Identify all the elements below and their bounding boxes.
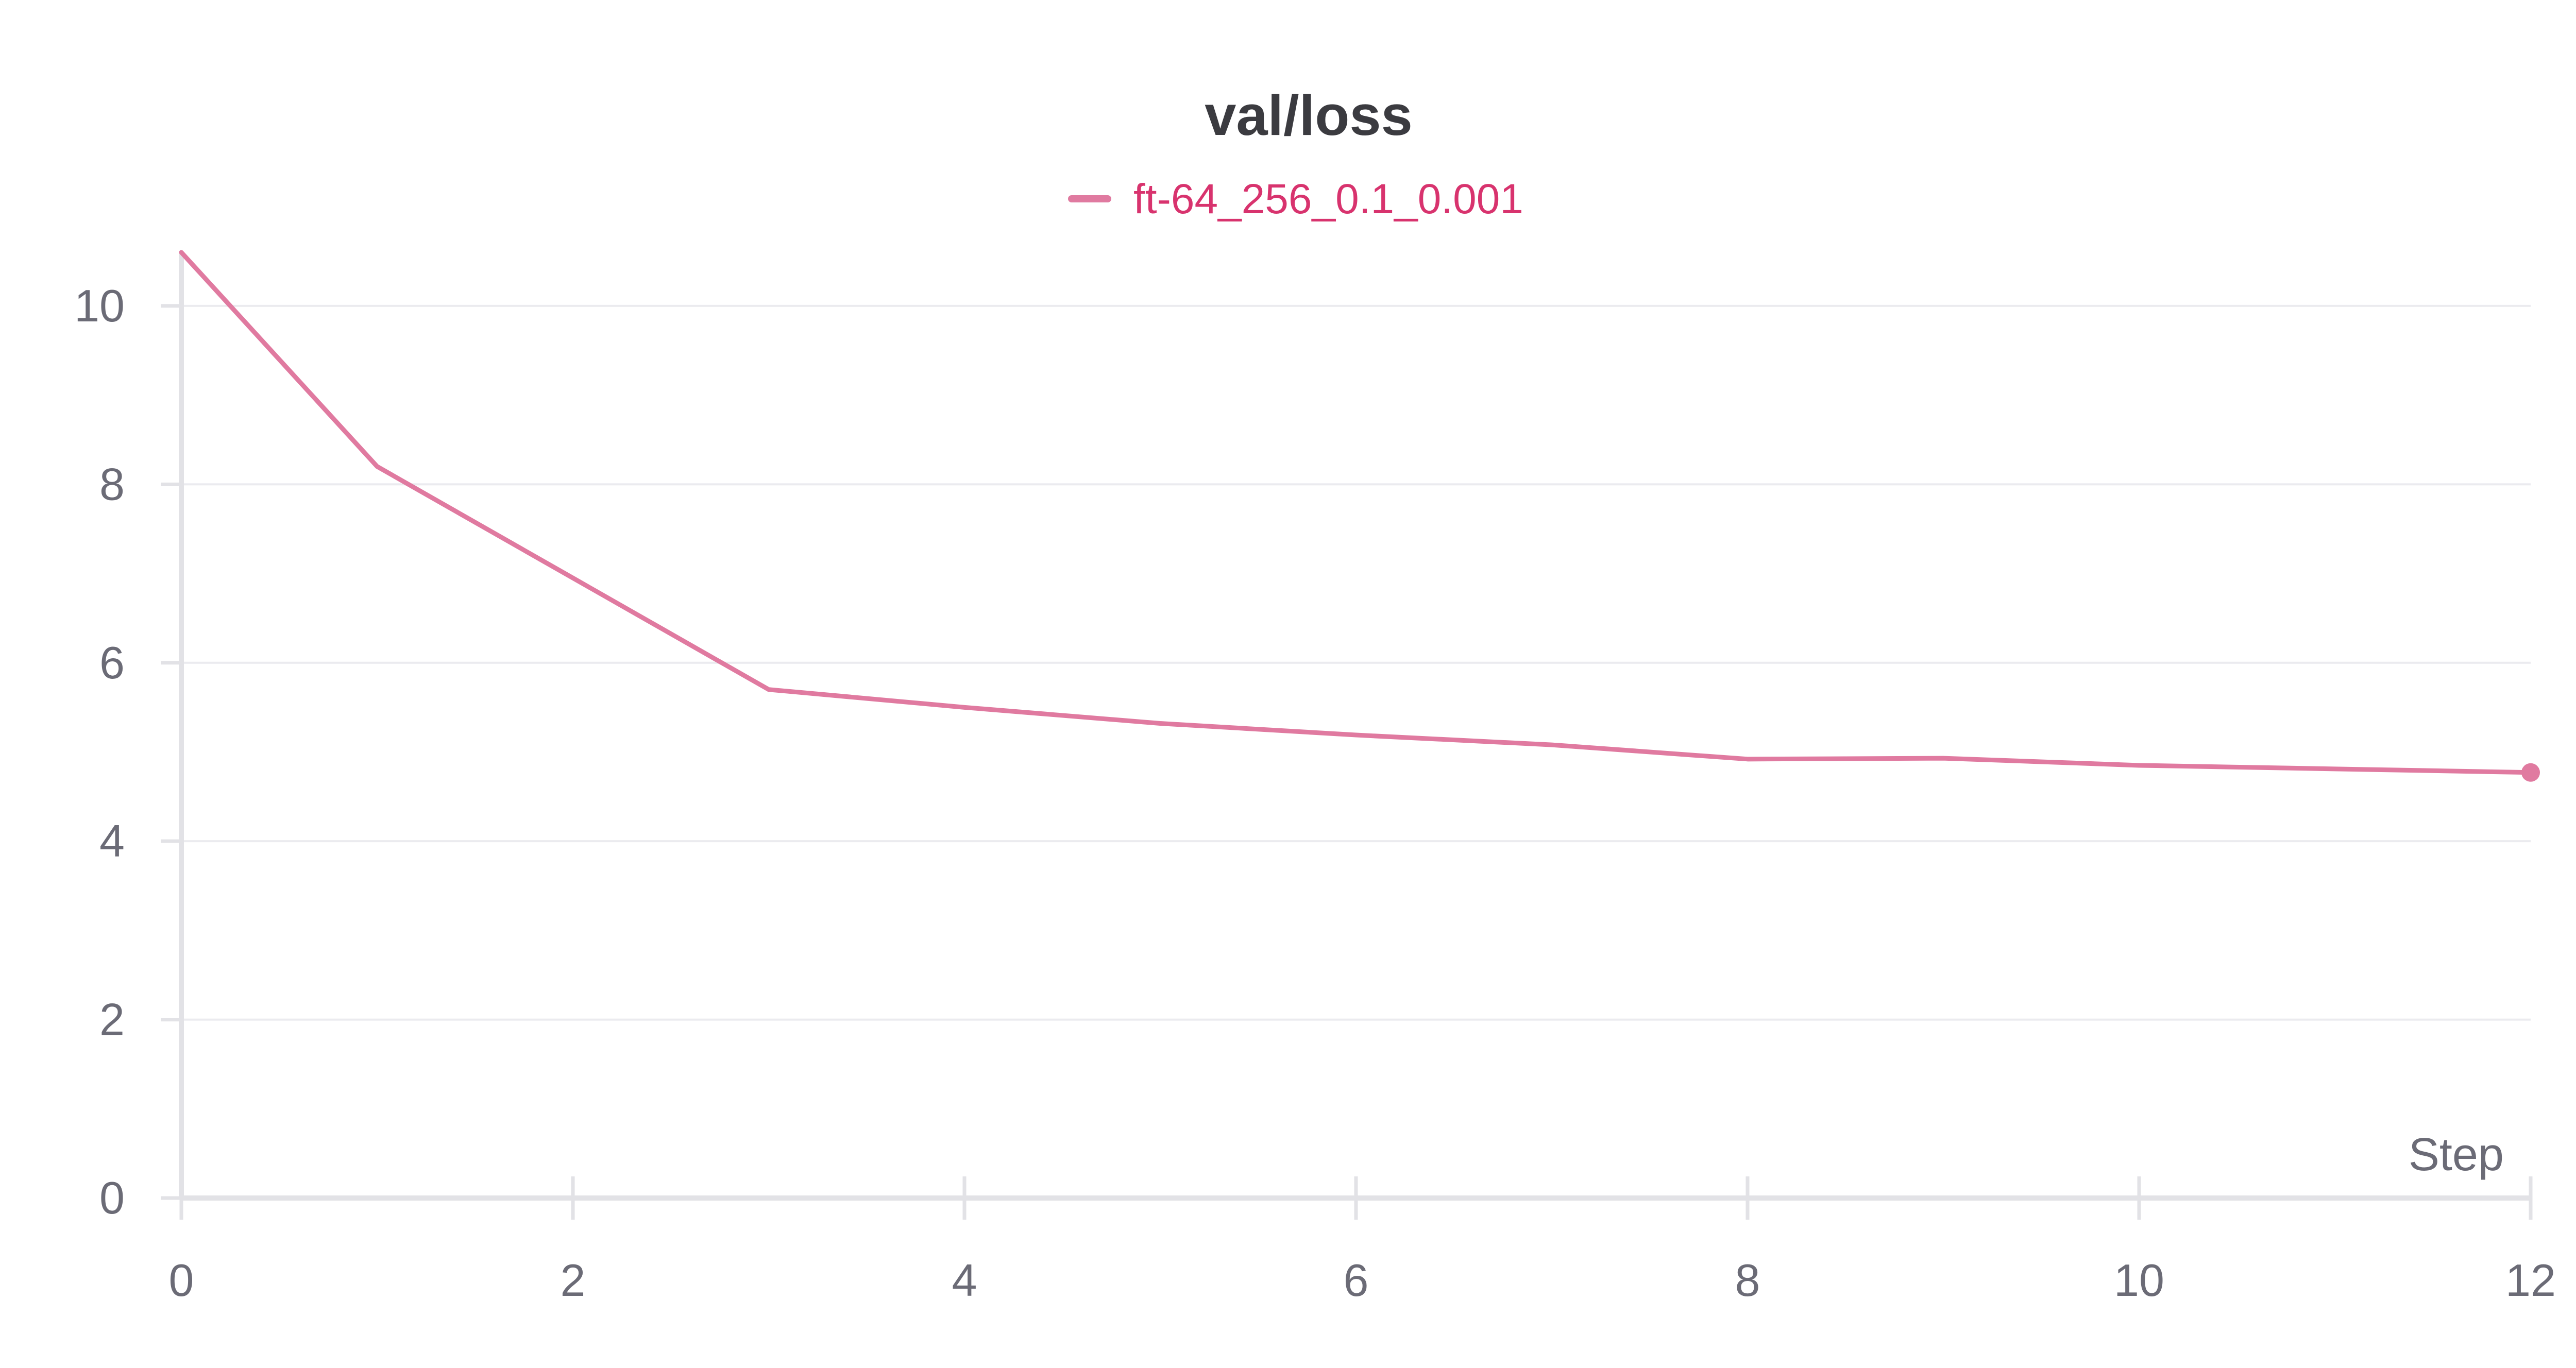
x-tick-label: 2 (561, 1255, 586, 1306)
series (179, 250, 2540, 782)
y-tick-label: 0 (99, 1172, 125, 1223)
legend[interactable]: ft-64_256_0.1_0.001 (1068, 176, 1523, 223)
x-tick-label: 12 (2505, 1255, 2556, 1306)
y-tick-label: 2 (99, 994, 125, 1045)
gridlines (181, 304, 2531, 1021)
y-tick-label: 6 (99, 637, 125, 688)
chart-title: val/loss (1205, 84, 1413, 147)
y-tick-label: 10 (74, 280, 125, 331)
x-tick-label: 6 (1344, 1255, 1369, 1306)
legend-label: ft-64_256_0.1_0.001 (1133, 176, 1523, 223)
x-tick-label: 0 (169, 1255, 194, 1306)
series-end-point[interactable] (2521, 763, 2540, 782)
y-tick-label: 4 (99, 815, 125, 866)
x-tick-label: 10 (2114, 1255, 2164, 1306)
tick-labels: 0 2 4 6 8 10 0 2 4 6 8 10 12 (74, 280, 2556, 1306)
series-line[interactable] (179, 250, 2533, 775)
x-tick-label: 4 (952, 1255, 977, 1306)
axes (161, 252, 2533, 1220)
y-tick-label: 8 (99, 458, 125, 509)
x-tick-label: 8 (1735, 1255, 1760, 1306)
x-axis-label: Step (2409, 1129, 2504, 1181)
